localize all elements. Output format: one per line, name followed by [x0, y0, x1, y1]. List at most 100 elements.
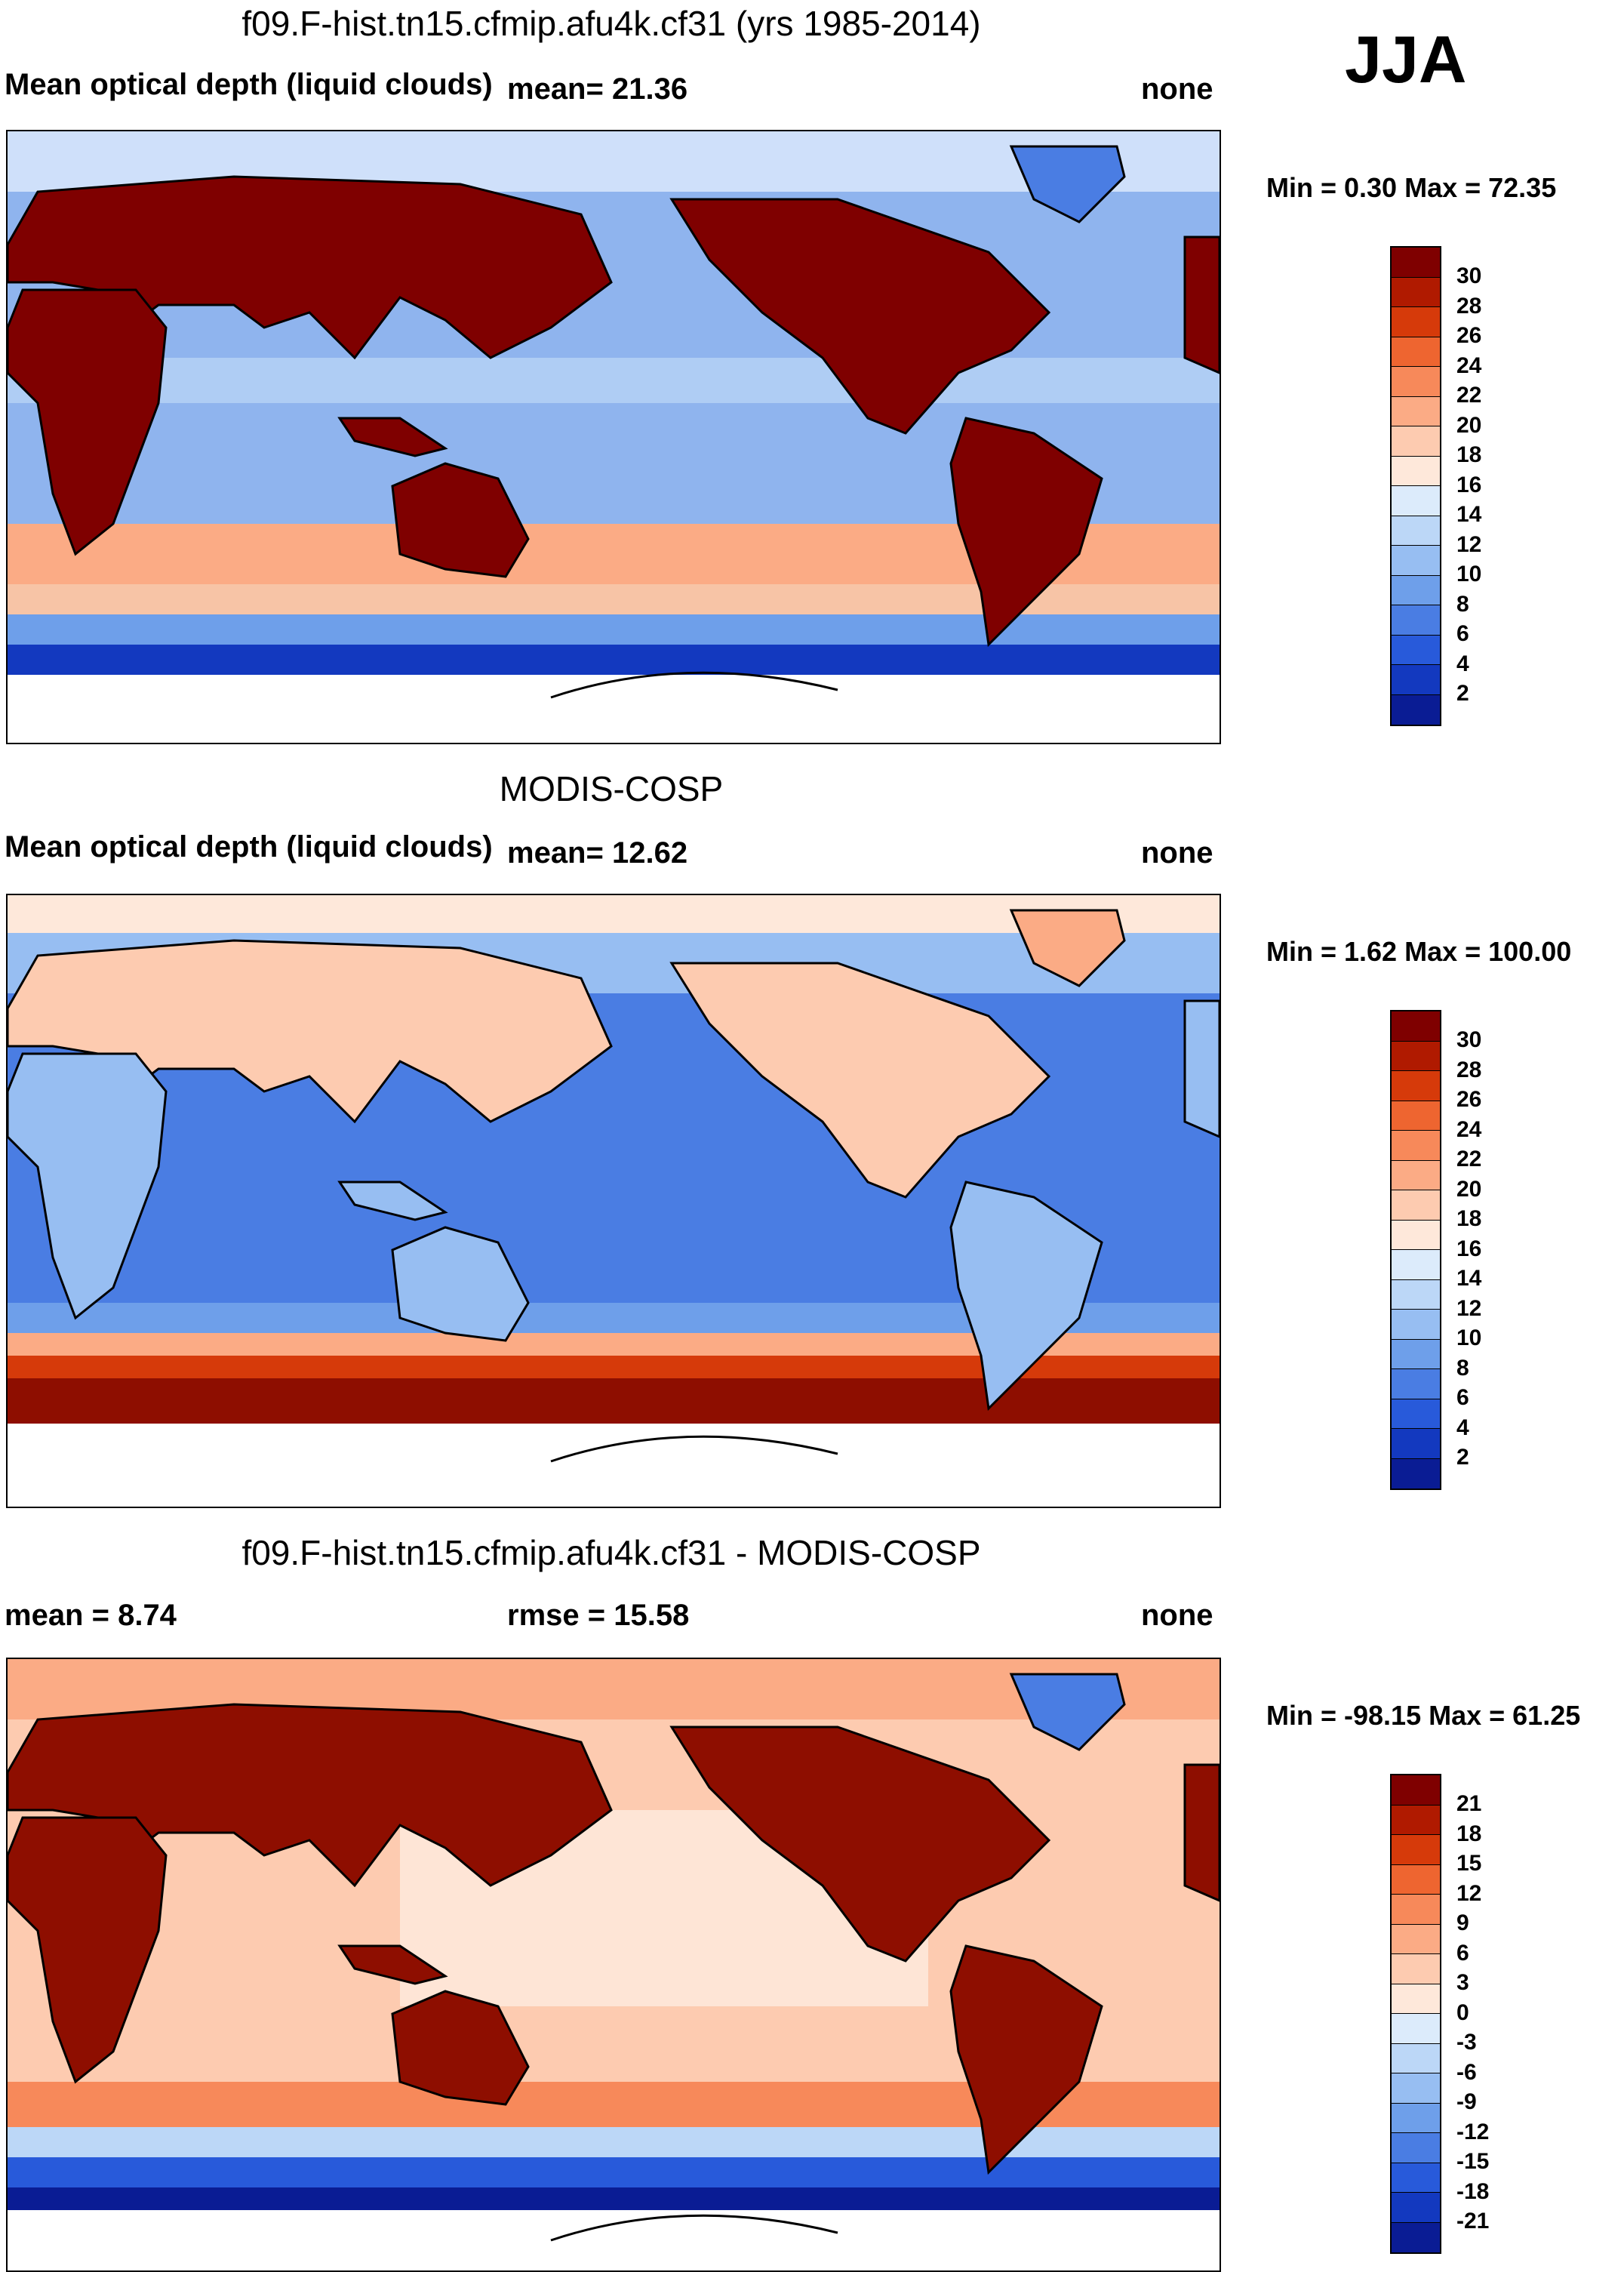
panel-1-units-label: none: [1141, 72, 1213, 106]
panel-2-tick: 22: [1456, 1147, 1482, 1171]
panel-3-tick: 18: [1456, 1821, 1482, 1846]
panel-3-tick: 9: [1456, 1910, 1469, 1935]
north-america: [669, 962, 1051, 1199]
panel-3-mean-label: mean = 8.74: [5, 1599, 177, 1632]
panel-1-map-svg: [8, 131, 1220, 743]
panel-3-map-svg: [8, 1659, 1220, 2270]
africa: [8, 1816, 168, 2084]
maritime: [337, 1181, 448, 1221]
australia: [391, 1226, 530, 1342]
panel-1-tick: 8: [1456, 592, 1469, 617]
season-label: JJA: [1345, 22, 1467, 97]
panel-2-tick: 6: [1456, 1385, 1469, 1410]
panel-2-units-label: none: [1141, 836, 1213, 870]
panel-3-min-max: Min = -98.15 Max = 61.25: [1266, 1700, 1581, 1731]
panel-2-tick: 26: [1456, 1087, 1482, 1112]
panel-1-tick: 28: [1456, 294, 1482, 319]
panel-3-tick: -6: [1456, 2060, 1477, 2085]
panel-1-tick: 20: [1456, 413, 1482, 438]
panel-1-tick: 6: [1456, 621, 1469, 646]
maritime: [337, 1944, 448, 1985]
panel-1-tick: 18: [1456, 442, 1482, 467]
panel-1-tick: 14: [1456, 502, 1482, 527]
australia: [391, 1990, 530, 2106]
continents: [8, 1703, 1220, 2175]
panel-3-colorbar: [1390, 1774, 1441, 2254]
panel-2-tick: 16: [1456, 1236, 1482, 1261]
panel-2-colorbar: [1390, 1010, 1441, 1490]
panel-2-tick: 4: [1456, 1415, 1469, 1440]
north-america: [669, 198, 1051, 435]
panel-3-rmse-label: rmse = 15.58: [507, 1599, 690, 1632]
africa-east-edge: [1183, 1763, 1220, 1902]
antarctica-coast: [550, 1435, 838, 1463]
panel-2-min-max: Min = 1.62 Max = 100.00: [1266, 936, 1572, 967]
panel-1-title: f09.F-hist.tn15.cfmip.afu4k.cf31 (yrs 19…: [241, 4, 981, 43]
panel-1-mean-label: mean= 21.36: [507, 72, 688, 106]
greenland: [1009, 1673, 1126, 1751]
panel-1-tick: 10: [1456, 562, 1482, 586]
panel-2-variable-label: Mean optical depth (liquid clouds): [5, 830, 493, 864]
panel-1-tick: 22: [1456, 383, 1482, 408]
africa-east-edge: [1183, 999, 1220, 1138]
continents: [8, 939, 1051, 1199]
panel-3-tick: 6: [1456, 1941, 1469, 1966]
southern-ocean-high: [8, 1378, 1220, 1424]
panel-2-tick: 28: [1456, 1057, 1482, 1082]
panel-1-map: [6, 130, 1221, 744]
panel-2-tick: 20: [1456, 1177, 1482, 1202]
panel-2-title: MODIS-COSP: [499, 769, 724, 808]
antarctica-coast: [550, 671, 838, 699]
panel-1-min-max: Min = 0.30 Max = 72.35: [1266, 172, 1557, 203]
panel-2-tick: 2: [1456, 1445, 1469, 1470]
north-america: [669, 1726, 1051, 1963]
panel-1-tick: 16: [1456, 473, 1482, 497]
panel-3-map: [6, 1658, 1221, 2272]
panel-3-tick: 0: [1456, 2000, 1469, 2025]
panel-1-colorbar: [1390, 246, 1441, 726]
south-america: [949, 1944, 1103, 2175]
panel-2-map-svg: [8, 895, 1220, 1507]
antarctic-blank: [8, 675, 1220, 743]
panel-2-tick: 18: [1456, 1206, 1482, 1231]
greenland: [1009, 145, 1126, 223]
panel-1-tick: 4: [1456, 651, 1469, 676]
panel-2-tick: 14: [1456, 1266, 1482, 1291]
panel-1-tick: 12: [1456, 532, 1482, 557]
panel-2-tick: 8: [1456, 1356, 1469, 1381]
panel-3-title: f09.F-hist.tn15.cfmip.afu4k.cf31 - MODIS…: [241, 1533, 981, 1572]
south-america: [949, 417, 1103, 648]
panel-1-variable-label: Mean optical depth (liquid clouds): [5, 68, 493, 101]
panel-3-tick: -21: [1456, 2209, 1490, 2234]
panel-3-tick: 21: [1456, 1791, 1482, 1816]
panel-2-mean-label: mean= 12.62: [507, 836, 688, 870]
maritime: [337, 417, 448, 457]
panel-3-tick: -15: [1456, 2149, 1490, 2174]
africa: [8, 1052, 168, 1320]
australia: [391, 462, 530, 578]
continents: [8, 175, 1220, 648]
antarctic-blank: [8, 1424, 1220, 1507]
panel-3-tick: -3: [1456, 2030, 1477, 2055]
panel-3-units-label: none: [1141, 1599, 1213, 1632]
antarctica-coast: [550, 2214, 838, 2242]
panel-1-tick: 24: [1456, 353, 1482, 378]
antarctic-blank: [8, 2210, 1220, 2270]
greenland: [1009, 909, 1126, 987]
panel-2-map: [6, 894, 1221, 1508]
africa: [8, 288, 168, 556]
panel-2-tick: 30: [1456, 1027, 1482, 1052]
panel-2-tick: 24: [1456, 1117, 1482, 1142]
panel-1-tick: 30: [1456, 263, 1482, 288]
southern-ocean-negative: [8, 2187, 1220, 2210]
panel-3-tick: -18: [1456, 2179, 1490, 2204]
panel-1-tick: 2: [1456, 681, 1469, 706]
panel-3-tick: -9: [1456, 2089, 1477, 2114]
panel-3-tick: -12: [1456, 2120, 1490, 2144]
panel-1-tick: 26: [1456, 323, 1482, 348]
south-america: [949, 1181, 1103, 1412]
africa-east-edge: [1183, 236, 1220, 374]
panel-2-tick: 12: [1456, 1296, 1482, 1321]
panel-3-tick: 3: [1456, 1970, 1469, 1995]
panel-2-tick: 10: [1456, 1325, 1482, 1350]
